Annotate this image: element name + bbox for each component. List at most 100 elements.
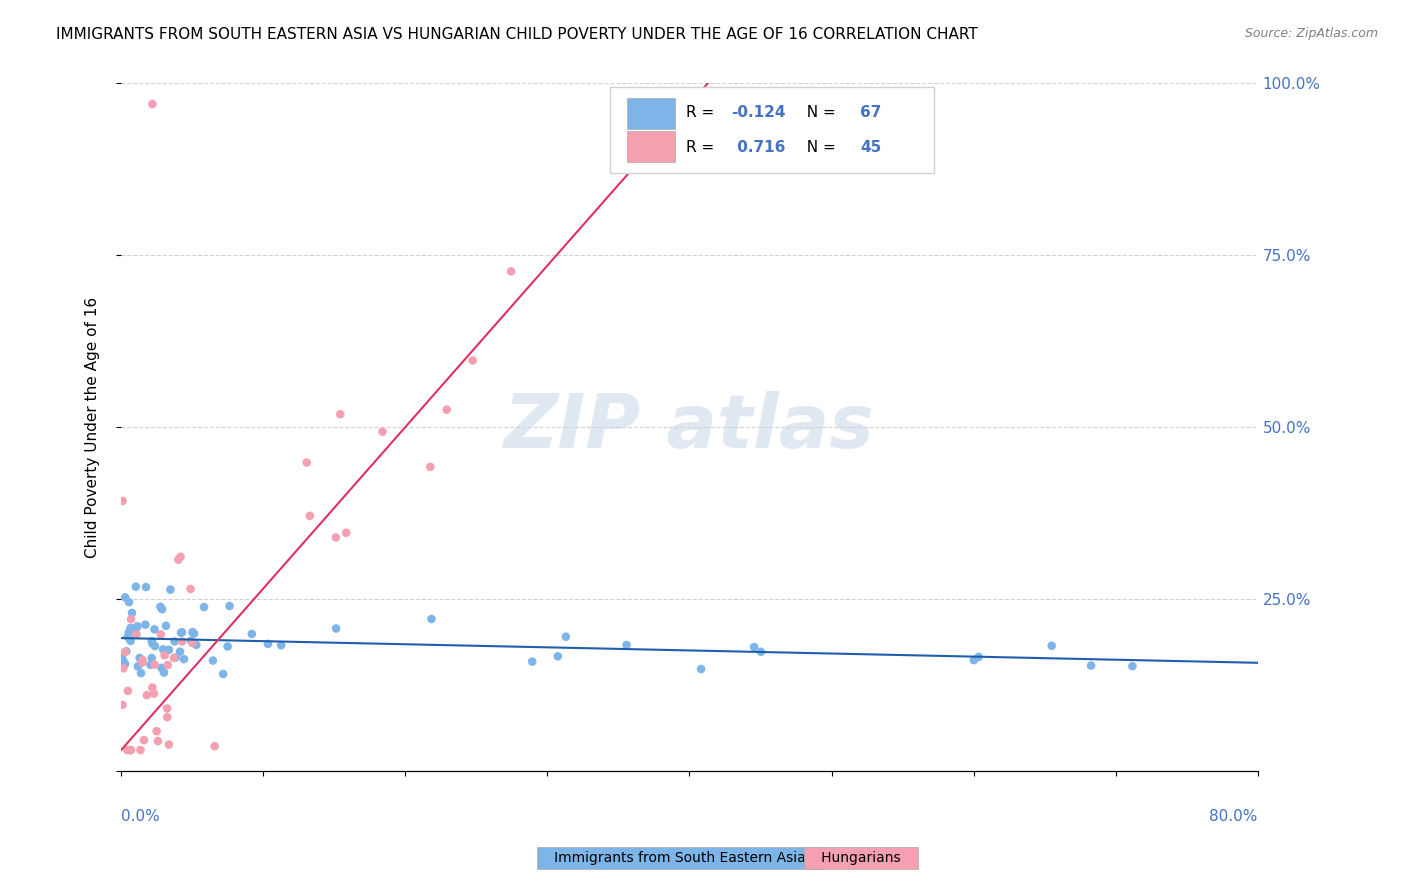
Point [1121,659,1143,673]
Text: R =: R = [686,105,720,120]
Point [690,662,713,676]
Point [131,656,153,670]
Point [212,667,235,681]
Point [295,456,318,470]
Point [522,655,544,669]
Point [180,633,202,648]
Point [325,531,347,545]
Point [150,602,173,616]
Text: Source: ZipAtlas.com: Source: ZipAtlas.com [1244,27,1378,40]
Point [117,743,139,757]
Point [371,425,394,439]
Point [145,724,167,739]
Point [169,645,191,659]
Point [115,644,138,658]
Point [257,637,280,651]
Point [749,645,772,659]
Point [149,627,172,641]
Text: N =: N = [797,140,841,155]
Point [127,619,149,633]
Point [135,688,157,702]
Point [139,657,162,672]
Text: 67: 67 [860,105,882,120]
Point [501,264,523,278]
Point [170,625,193,640]
Point [201,654,224,668]
Point [186,638,208,652]
Point [128,651,150,665]
Point [111,494,134,508]
Point [156,710,179,724]
Point [420,612,443,626]
Point [125,620,148,634]
Point [120,634,142,648]
Point [193,600,215,615]
Point [120,743,142,757]
Point [111,647,134,661]
Point [181,625,204,640]
Point [152,642,174,657]
Point [118,743,141,757]
Point [461,353,484,368]
Point [204,739,226,754]
Point [436,402,458,417]
Point [967,649,990,664]
Point [120,743,142,757]
Point [169,549,191,564]
Point [165,650,187,665]
Point [114,645,136,659]
Point [141,681,163,695]
Point [156,658,179,673]
Y-axis label: Child Poverty Under the Age of 16: Child Poverty Under the Age of 16 [86,296,100,558]
Point [163,651,186,665]
Point [129,743,152,757]
Point [112,661,135,675]
Text: 45: 45 [860,140,882,155]
Point [159,582,181,597]
FancyBboxPatch shape [627,98,675,129]
Text: Immigrants from South Eastern Asia: Immigrants from South Eastern Asia [541,851,820,865]
Text: 0.716: 0.716 [731,140,785,155]
Point [120,621,142,635]
Point [118,625,141,640]
Point [131,653,153,667]
Point [111,653,134,667]
Point [167,552,190,566]
Text: 0.0%: 0.0% [121,808,160,823]
Point [170,634,193,648]
Point [153,648,176,663]
Point [1040,639,1063,653]
Point [298,508,321,523]
Point [180,582,202,596]
Point [240,627,263,641]
Point [141,651,163,665]
Point [554,630,576,644]
Point [143,639,166,653]
Point [155,619,177,633]
Point [134,617,156,632]
Text: -0.124: -0.124 [731,105,786,120]
Text: IMMIGRANTS FROM SOUTH EASTERN ASIA VS HUNGARIAN CHILD POVERTY UNDER THE AGE OF 1: IMMIGRANTS FROM SOUTH EASTERN ASIA VS HU… [56,27,979,42]
Point [125,627,148,641]
Point [114,657,136,671]
Point [163,634,186,648]
Point [111,698,134,712]
Point [121,606,143,620]
Point [157,738,180,752]
Point [742,640,765,654]
Point [135,580,157,594]
Point [120,612,142,626]
Point [157,643,180,657]
Point [153,665,176,680]
Point [141,634,163,648]
Point [114,591,136,605]
Point [181,636,204,650]
Point [183,626,205,640]
Point [170,625,193,640]
FancyBboxPatch shape [627,131,675,162]
Point [146,734,169,748]
Point [173,652,195,666]
Point [117,630,139,644]
Point [143,623,166,637]
Point [335,525,357,540]
